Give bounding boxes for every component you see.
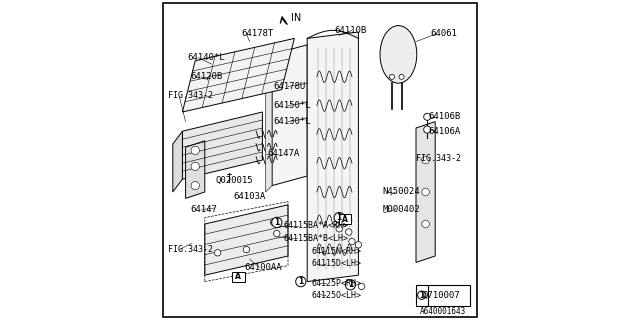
Circle shape — [296, 276, 306, 287]
Circle shape — [191, 181, 200, 190]
Text: 64106B: 64106B — [429, 112, 461, 121]
Circle shape — [346, 280, 352, 286]
Text: 64115N<RH>: 64115N<RH> — [312, 247, 362, 256]
Bar — [232, 272, 245, 282]
Text: FIG.343-2: FIG.343-2 — [168, 92, 213, 100]
Circle shape — [243, 246, 250, 253]
Text: 64130*L: 64130*L — [274, 117, 311, 126]
Polygon shape — [182, 112, 262, 179]
Circle shape — [422, 156, 429, 164]
Text: 64147: 64147 — [191, 205, 217, 214]
Text: FIG.343-2: FIG.343-2 — [416, 154, 461, 163]
Bar — [339, 214, 351, 224]
Text: 64110B: 64110B — [334, 26, 367, 35]
Text: A640001643: A640001643 — [420, 307, 467, 316]
Circle shape — [422, 188, 429, 196]
Circle shape — [424, 113, 431, 120]
Polygon shape — [266, 54, 272, 192]
Text: A: A — [236, 272, 241, 281]
Circle shape — [346, 229, 352, 235]
Circle shape — [271, 219, 277, 226]
Text: 1: 1 — [298, 277, 303, 286]
Circle shape — [298, 278, 304, 285]
Text: 64147A: 64147A — [268, 149, 300, 158]
Circle shape — [349, 238, 355, 245]
Polygon shape — [307, 32, 358, 282]
Text: FIG.343-2: FIG.343-2 — [168, 245, 213, 254]
Text: 64115D<LH>: 64115D<LH> — [312, 260, 362, 268]
Polygon shape — [182, 38, 294, 112]
Circle shape — [191, 162, 200, 171]
Circle shape — [336, 226, 342, 232]
Circle shape — [191, 146, 200, 155]
Circle shape — [417, 291, 426, 300]
Text: 1: 1 — [274, 218, 280, 227]
Circle shape — [399, 74, 404, 79]
Polygon shape — [416, 122, 435, 262]
Text: 64140*L: 64140*L — [187, 53, 225, 62]
Text: 64125P<RH>: 64125P<RH> — [312, 279, 362, 288]
Polygon shape — [205, 205, 288, 275]
Circle shape — [346, 280, 356, 290]
Ellipse shape — [380, 26, 417, 83]
Text: Q710007: Q710007 — [423, 291, 460, 300]
Text: M000402: M000402 — [383, 205, 420, 214]
Circle shape — [274, 230, 280, 237]
Text: 64115BA*B<LH>: 64115BA*B<LH> — [283, 234, 348, 243]
Text: Q020015: Q020015 — [216, 176, 253, 185]
Circle shape — [272, 217, 282, 228]
Circle shape — [389, 74, 394, 79]
Circle shape — [422, 220, 429, 228]
Text: 1: 1 — [419, 291, 424, 300]
Text: 64150*L: 64150*L — [274, 101, 311, 110]
Text: 64103A: 64103A — [234, 192, 266, 201]
Text: 64120B: 64120B — [191, 72, 223, 81]
Text: A: A — [342, 215, 348, 224]
Text: 64115BA*A<RH>: 64115BA*A<RH> — [283, 221, 348, 230]
Circle shape — [334, 212, 344, 223]
Circle shape — [214, 250, 221, 256]
Text: N450024: N450024 — [383, 188, 420, 196]
Text: 1: 1 — [337, 213, 342, 222]
Polygon shape — [173, 131, 182, 192]
Text: 64178U: 64178U — [274, 82, 306, 91]
Text: IN: IN — [291, 12, 301, 23]
Circle shape — [355, 242, 362, 248]
Text: 1: 1 — [348, 280, 353, 289]
Text: 64100AA: 64100AA — [245, 263, 282, 272]
Circle shape — [424, 126, 431, 133]
Polygon shape — [272, 45, 307, 186]
Bar — [416, 285, 470, 306]
Text: 64125O<LH>: 64125O<LH> — [312, 292, 362, 300]
Circle shape — [358, 283, 365, 290]
Text: 64178T: 64178T — [242, 29, 274, 38]
Polygon shape — [186, 141, 205, 198]
Text: 64106A: 64106A — [429, 127, 461, 136]
Text: 64061: 64061 — [430, 29, 457, 38]
